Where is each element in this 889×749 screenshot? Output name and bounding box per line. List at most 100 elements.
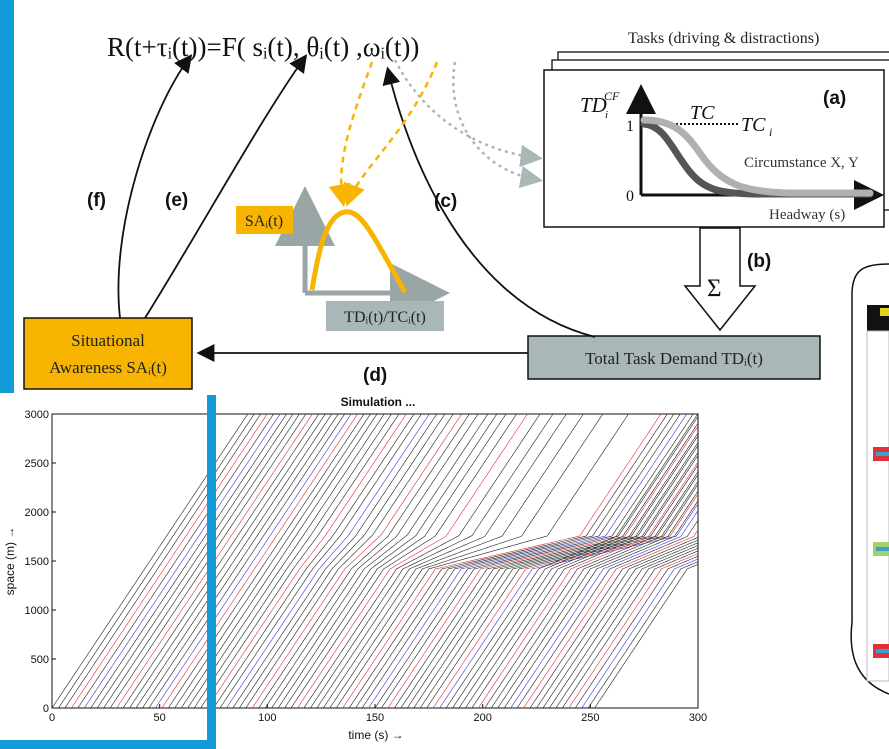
headway-label: Headway (s) (769, 207, 845, 223)
vehicle-trajectory (445, 414, 698, 708)
mini-x-label-box (326, 301, 444, 331)
vehicle-trajectory (342, 414, 662, 708)
vehicle-trajectory (413, 464, 698, 708)
vehicle-trajectory (226, 414, 430, 708)
vehicle-trajectory (310, 414, 554, 708)
vehicle-trajectory (245, 414, 454, 708)
inset-tick-zero: 0 (626, 188, 634, 205)
vehicle-trajectory (323, 414, 584, 708)
vehicle-trajectory (426, 483, 698, 708)
vehicle-trajectory (200, 414, 400, 708)
vehicle-trajectory (542, 542, 698, 708)
vehicle-trajectory (387, 425, 698, 708)
vehicle-trajectory (419, 474, 698, 708)
vehicle-trajectory (290, 414, 517, 708)
vehicle-trajectory (458, 432, 698, 708)
light-demand-curve (640, 116, 874, 197)
vehicle-trajectory (232, 414, 438, 708)
vehicle-trajectory (368, 414, 688, 708)
vehicle-trajectory (71, 414, 268, 708)
vehicle-trajectory (510, 510, 698, 708)
vehicle-trajectory (503, 500, 698, 708)
inset-y-sub: i (605, 109, 608, 121)
vehicle-trajectory (549, 545, 698, 708)
vehicle-trajectory (432, 493, 698, 708)
conceptual-diagram: R(t+τᵢ(t))=F( sᵢ(t), θᵢ(t) ,ωᵢ(t)) Tasks… (23, 30, 889, 390)
y-tick-label: 3000 (25, 409, 49, 421)
tc-label: TC (690, 102, 715, 124)
mini-x-label: TDᵢ(t)/TCᵢ(t) (344, 309, 426, 326)
panel-d-label: (d) (363, 365, 387, 386)
vehicle-trajectory (277, 414, 498, 708)
vehicle-trajectory (168, 414, 365, 708)
arrow-e (144, 54, 308, 319)
inset-y-label: TD (580, 93, 607, 117)
vehicle-trajectory (407, 454, 698, 708)
vehicle-trajectory (452, 422, 698, 708)
vehicle-trajectory (264, 414, 479, 708)
y-tick-label: 2000 (25, 507, 49, 519)
x-tick-label: 0 (49, 712, 55, 724)
panel-c-label: (c) (434, 191, 457, 212)
x-tick-label: 150 (366, 712, 384, 724)
vehicle-trajectory (471, 451, 698, 708)
tci-sub: i (769, 125, 772, 139)
vehicle-trajectory (206, 414, 407, 708)
chart-title: Simulation ... (341, 395, 416, 409)
vehicle-trajectory (187, 414, 385, 708)
gray-arrow-omega (452, 61, 543, 189)
tci-label: TC (741, 114, 766, 136)
mini-y-label-box (236, 206, 293, 234)
vehicle-trajectory (400, 445, 698, 708)
equation: R(t+τᵢ(t))=F( sᵢ(t), θᵢ(t) ,ωᵢ(t)) (107, 32, 419, 62)
x-tick-label: 200 (473, 712, 491, 724)
vehicle-trajectory (84, 414, 281, 708)
vehicle-trajectory (516, 519, 698, 708)
y-axis-label: space (m) → (3, 527, 17, 596)
vehicle-trajectory (148, 414, 346, 708)
trajectory-group (52, 414, 698, 708)
x-axis-label: time (s) → (348, 728, 403, 742)
y-tick-label: 1000 (25, 605, 49, 617)
vehicle-trajectory (523, 529, 698, 708)
vehicle-trajectory (335, 414, 629, 708)
vehicle-trajectory (193, 414, 392, 708)
vehicle-trajectory (316, 414, 567, 708)
vehicle-trajectory (129, 414, 326, 708)
cropped-side-panel (850, 263, 889, 695)
vehicle-trajectory (90, 414, 287, 708)
x-tick-label: 50 (154, 712, 166, 724)
mini-sa-curve (309, 209, 408, 294)
inset-y-sup: CF (604, 89, 620, 103)
orange-arrow-omega (343, 61, 439, 207)
orange-arrow-theta (328, 61, 374, 207)
vehicle-trajectory (374, 414, 694, 708)
x-tick-label: 250 (581, 712, 599, 724)
vehicle-trajectory (297, 414, 528, 708)
vehicle-trajectory (58, 414, 255, 708)
inset-tick-one: 1 (626, 118, 634, 135)
total-task-demand-box (527, 335, 821, 380)
middle-accent-bar (207, 395, 216, 749)
vehicle-trajectory (122, 414, 320, 708)
vehicle-trajectory (96, 414, 294, 708)
vehicle-trajectory (536, 539, 698, 708)
vehicle-trajectory (555, 547, 698, 708)
vehicle-trajectory (581, 558, 698, 708)
tasks-header: Tasks (driving & distractions) (628, 30, 819, 47)
bottom-accent-bar (0, 740, 215, 749)
task-card-front (543, 69, 885, 228)
vehicle-trajectory (213, 414, 415, 708)
circumstance-label: Circumstance X, Y (744, 155, 859, 171)
y-tick-label: 500 (31, 654, 49, 666)
arrow-f (117, 54, 193, 319)
vehicle-trajectory (562, 550, 698, 708)
vehicle-trajectory (219, 414, 422, 708)
panel-a-label: (a) (823, 88, 846, 109)
sa-box-line1: Situational (71, 331, 145, 350)
vehicle-trajectory (135, 414, 333, 708)
vehicle-trajectory (77, 414, 274, 708)
vehicle-trajectory (103, 414, 300, 708)
mini-y-label: SAᵢ(t) (245, 213, 283, 230)
vehicle-trajectory (491, 480, 698, 708)
